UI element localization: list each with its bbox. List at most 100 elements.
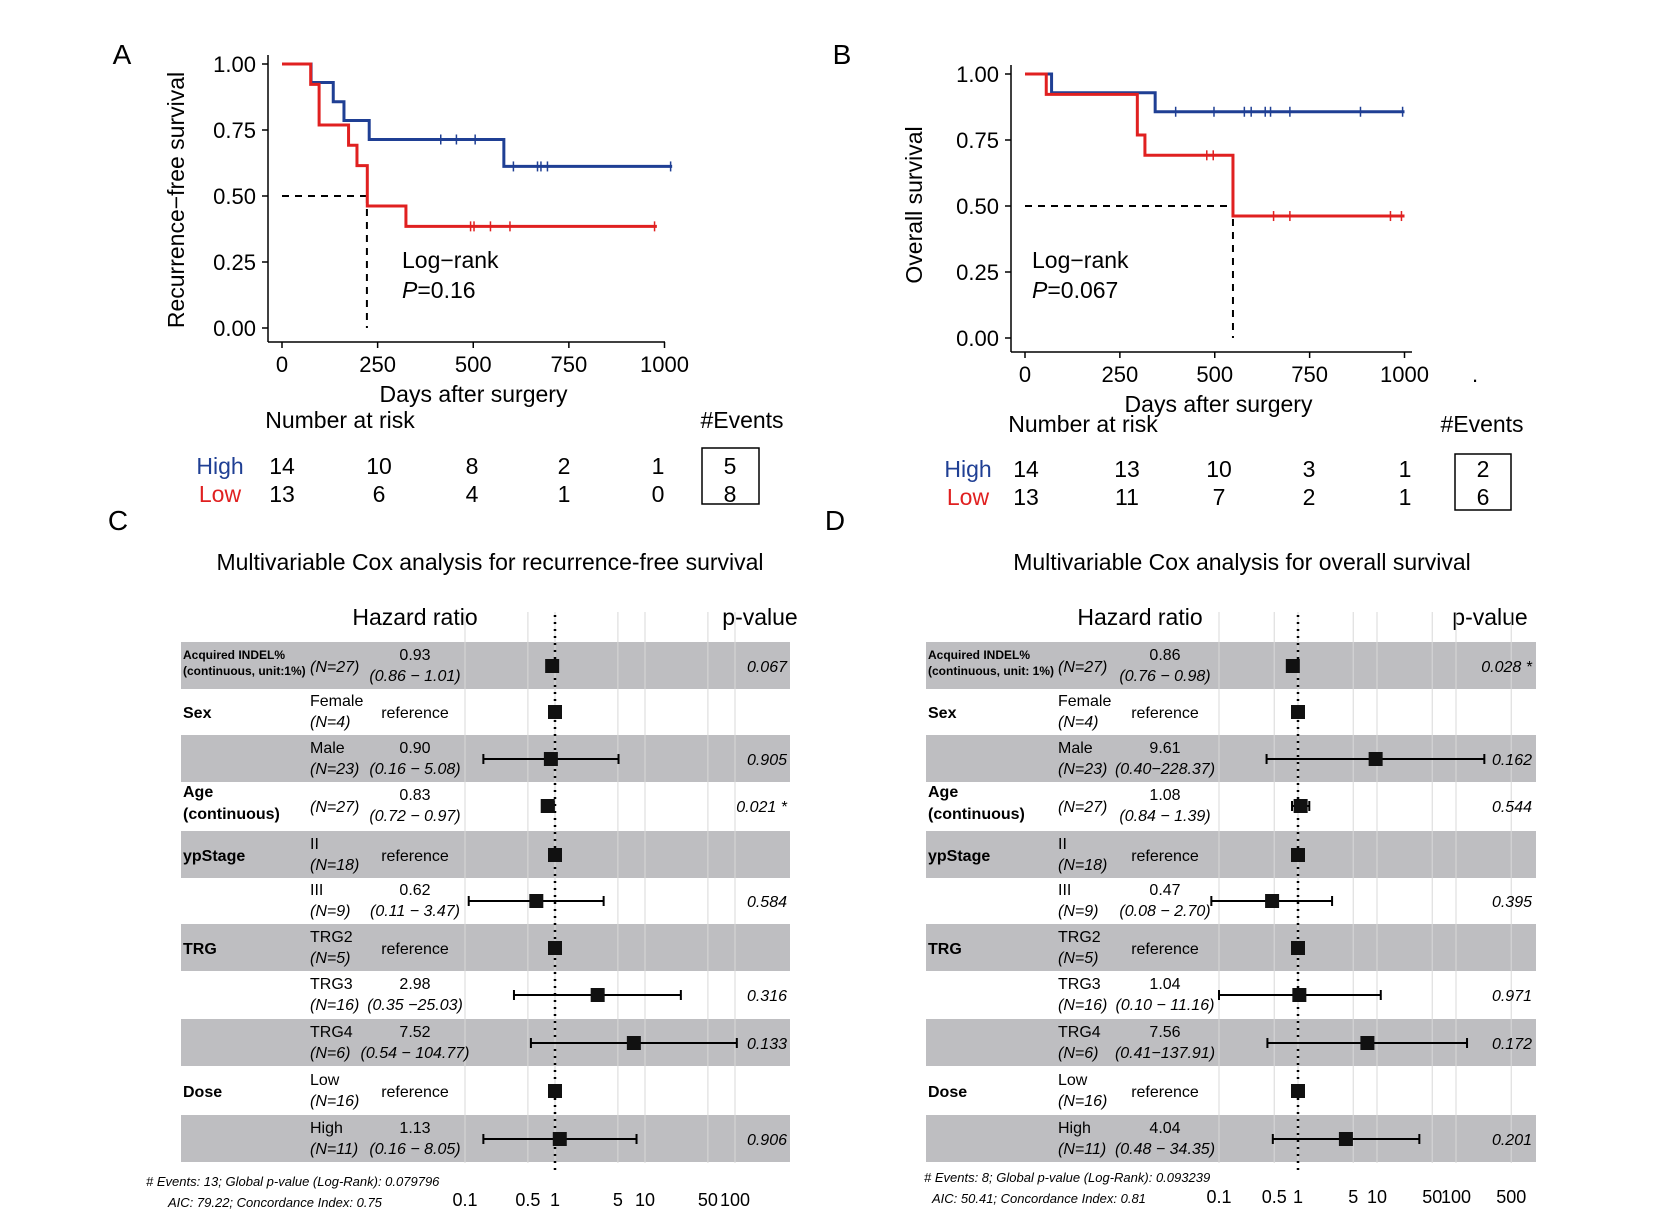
p-value: 0.905 [747, 752, 787, 769]
hr-marker [543, 752, 558, 766]
n-label: (N=27) [1058, 799, 1107, 816]
forest-footer-line1: # Events: 13; Global p-value (Log-Rank):… [146, 1174, 440, 1189]
hr-value: 0.86 [1149, 647, 1180, 664]
hr-value: 0.62 [399, 882, 430, 899]
risk-value-low: 7 [1213, 484, 1226, 510]
risk-row-label-low: Low [947, 484, 990, 510]
risk-value-high: 13 [1114, 456, 1140, 482]
n-label: (N=27) [310, 659, 359, 676]
risk-table-title: Number at risk [1008, 411, 1158, 437]
hr-marker [1265, 894, 1280, 908]
panel-label-a: A [113, 39, 132, 70]
forest-x-tick-label: 100 [1441, 1187, 1471, 1207]
p-number: =0.067 [1047, 277, 1118, 303]
hr-marker [1292, 988, 1307, 1002]
hr-value: 0.90 [399, 740, 430, 757]
forest-x-tick-label: 50 [1422, 1187, 1442, 1207]
risk-value-low: 1 [1399, 484, 1412, 510]
panel-label-c: C [108, 505, 128, 536]
hr-value: reference [381, 941, 449, 958]
n-label: (N=5) [1058, 950, 1098, 967]
n-label: (N=16) [1058, 1093, 1107, 1110]
risk-value-high: 2 [558, 453, 571, 479]
p-value: 0.172 [1492, 1036, 1532, 1053]
hr-value: reference [381, 705, 449, 722]
p-value-header: p-value [1452, 604, 1527, 630]
hr-value: 9.61 [1149, 740, 1180, 757]
hazard-ratio-header: Hazard ratio [1077, 604, 1202, 630]
level-label: II [310, 836, 319, 853]
hr-marker [548, 941, 562, 955]
n-label: (N=16) [310, 997, 359, 1014]
forest-x-tick-label: 0.5 [1262, 1187, 1287, 1207]
forest-x-tick-label: 5 [613, 1190, 623, 1210]
hr-marker [1291, 705, 1305, 719]
level-label: TRG3 [1058, 976, 1101, 993]
hr-value: reference [1131, 941, 1199, 958]
n-label: (N=27) [310, 799, 359, 816]
hr-marker [1293, 799, 1308, 813]
risk-value-low: 13 [1013, 484, 1039, 510]
variable-sublabel: (continuous) [183, 806, 280, 823]
y-tick-label: 0.50 [213, 184, 256, 209]
forest-x-tick-label: 1 [550, 1190, 560, 1210]
hr-value: reference [1131, 848, 1199, 865]
risk-value-high: 3 [1303, 456, 1316, 482]
variable-label: Acquired INDEL% [928, 648, 1030, 662]
hr-marker [529, 894, 544, 908]
n-label: (N=23) [1058, 761, 1107, 778]
x-tick-label: 1000 [640, 352, 689, 377]
hr-marker [1285, 659, 1300, 673]
risk-value-low: 13 [269, 481, 295, 507]
level-label: Female [1058, 693, 1111, 710]
level-label: Male [1058, 740, 1093, 757]
forest-title: Multivariable Cox analysis for recurrenc… [216, 549, 763, 575]
ci-value: (0.16 − 5.08) [369, 761, 460, 778]
x-axis-label: Days after surgery [1125, 391, 1313, 417]
ci-value: (0.40−228.37) [1115, 761, 1215, 778]
hr-value: 1.08 [1149, 787, 1180, 804]
variable-label: Sex [928, 705, 957, 722]
p-value: 0.067 [747, 659, 788, 676]
x-tick-label: 250 [1102, 362, 1139, 387]
level-label: High [310, 1120, 343, 1137]
row-band [926, 924, 1536, 971]
variable-label: Sex [183, 705, 212, 722]
forest-footer-line2: AIC: 79.22; Concordance Index: 0.75 [167, 1195, 383, 1210]
row-band [181, 924, 790, 971]
n-label: (N=11) [1058, 1141, 1106, 1158]
x-tick-label: 0 [1019, 362, 1031, 387]
variable-label: Acquired INDEL% [183, 648, 285, 662]
forest-panel-d: Multivariable Cox analysis for overall s… [924, 549, 1536, 1207]
hr-marker [540, 799, 555, 813]
p-value: 0.201 [1492, 1132, 1532, 1149]
level-label: TRG3 [310, 976, 353, 993]
hr-marker [626, 1036, 641, 1050]
n-label: (N=16) [310, 1093, 359, 1110]
hr-marker [548, 848, 562, 862]
p-value: 0.162 [1492, 752, 1532, 769]
x-tick-label: 500 [1196, 362, 1233, 387]
hr-marker [1338, 1132, 1353, 1146]
events-box [701, 447, 760, 505]
hr-marker [1368, 752, 1383, 766]
x-tick-label: 750 [551, 352, 588, 377]
hr-marker [545, 659, 560, 673]
n-label: (N=11) [310, 1141, 358, 1158]
hr-value: reference [381, 848, 449, 865]
hr-marker [548, 1084, 562, 1098]
row-band [926, 642, 1536, 689]
hr-value: 0.93 [399, 647, 430, 664]
hr-value: 1.04 [1149, 976, 1180, 993]
hr-value: 1.13 [399, 1120, 430, 1137]
x-tick-label: 250 [359, 352, 396, 377]
p-value: 0.021 * [736, 799, 787, 816]
p-value: 0.133 [747, 1036, 787, 1053]
hr-value: reference [381, 1084, 449, 1101]
ci-value: (0.10 − 11.16) [1116, 997, 1215, 1014]
p-value: 0.584 [747, 894, 787, 911]
forest-x-tick-label: 0.5 [515, 1190, 540, 1210]
hr-marker [548, 705, 562, 719]
x-axis-label: Days after surgery [380, 381, 568, 407]
